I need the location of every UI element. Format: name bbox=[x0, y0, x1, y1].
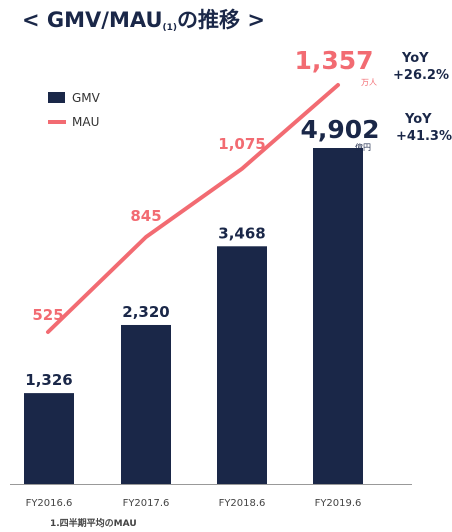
mau-yoy-label: YoY bbox=[401, 51, 429, 66]
gmv-value-label: 1,326 bbox=[25, 371, 72, 389]
gmv-value-label: 2,320 bbox=[122, 303, 169, 321]
gmv-bar bbox=[121, 324, 171, 484]
gmv-value-label: 4,902 bbox=[300, 115, 379, 144]
title-close-bracket: > bbox=[240, 8, 265, 32]
mau-unit-label: 万人 bbox=[361, 78, 377, 87]
mau-value-label: 1,357 bbox=[294, 46, 373, 75]
title-footnote-ref: (1) bbox=[163, 23, 178, 33]
title-suffix: の推移 bbox=[177, 8, 240, 32]
x-tick-label: FY2017.6 bbox=[123, 498, 170, 509]
legend-gmv-swatch bbox=[48, 92, 65, 103]
legend-mau-label: MAU bbox=[72, 115, 99, 129]
mau-yoy: YoY +26.2% bbox=[393, 51, 449, 83]
gmv-yoy-value: +41.3% bbox=[396, 129, 452, 144]
x-tick-label: FY2018.6 bbox=[219, 498, 266, 509]
chart-title: < GMV/MAU(1)の推移 > bbox=[22, 8, 265, 33]
footnote: 1.四半期平均のMAU bbox=[50, 517, 137, 529]
gmv-bar bbox=[313, 148, 363, 484]
gmv-value-label: 3,468 bbox=[218, 224, 265, 242]
gmv-unit-label: 億円 bbox=[355, 142, 371, 152]
mau-line bbox=[46, 83, 340, 334]
gmv-bar bbox=[24, 393, 74, 484]
gmv-yoy: YoY +41.3% bbox=[396, 112, 452, 144]
title-main: GMV/MAU bbox=[47, 8, 163, 32]
title-open-bracket: < bbox=[22, 8, 47, 32]
x-tick-label: FY2019.6 bbox=[315, 498, 362, 509]
mau-value-label: 1,075 bbox=[218, 135, 265, 153]
mau-value-label: 845 bbox=[130, 207, 161, 225]
gmv-bar bbox=[217, 246, 267, 484]
mau-value-label: 525 bbox=[32, 306, 63, 324]
mau-yoy-value: +26.2% bbox=[393, 68, 449, 83]
legend-gmv-label: GMV bbox=[72, 91, 101, 105]
gmv-yoy-label: YoY bbox=[404, 112, 432, 127]
x-tick-label: FY2016.6 bbox=[26, 498, 73, 509]
